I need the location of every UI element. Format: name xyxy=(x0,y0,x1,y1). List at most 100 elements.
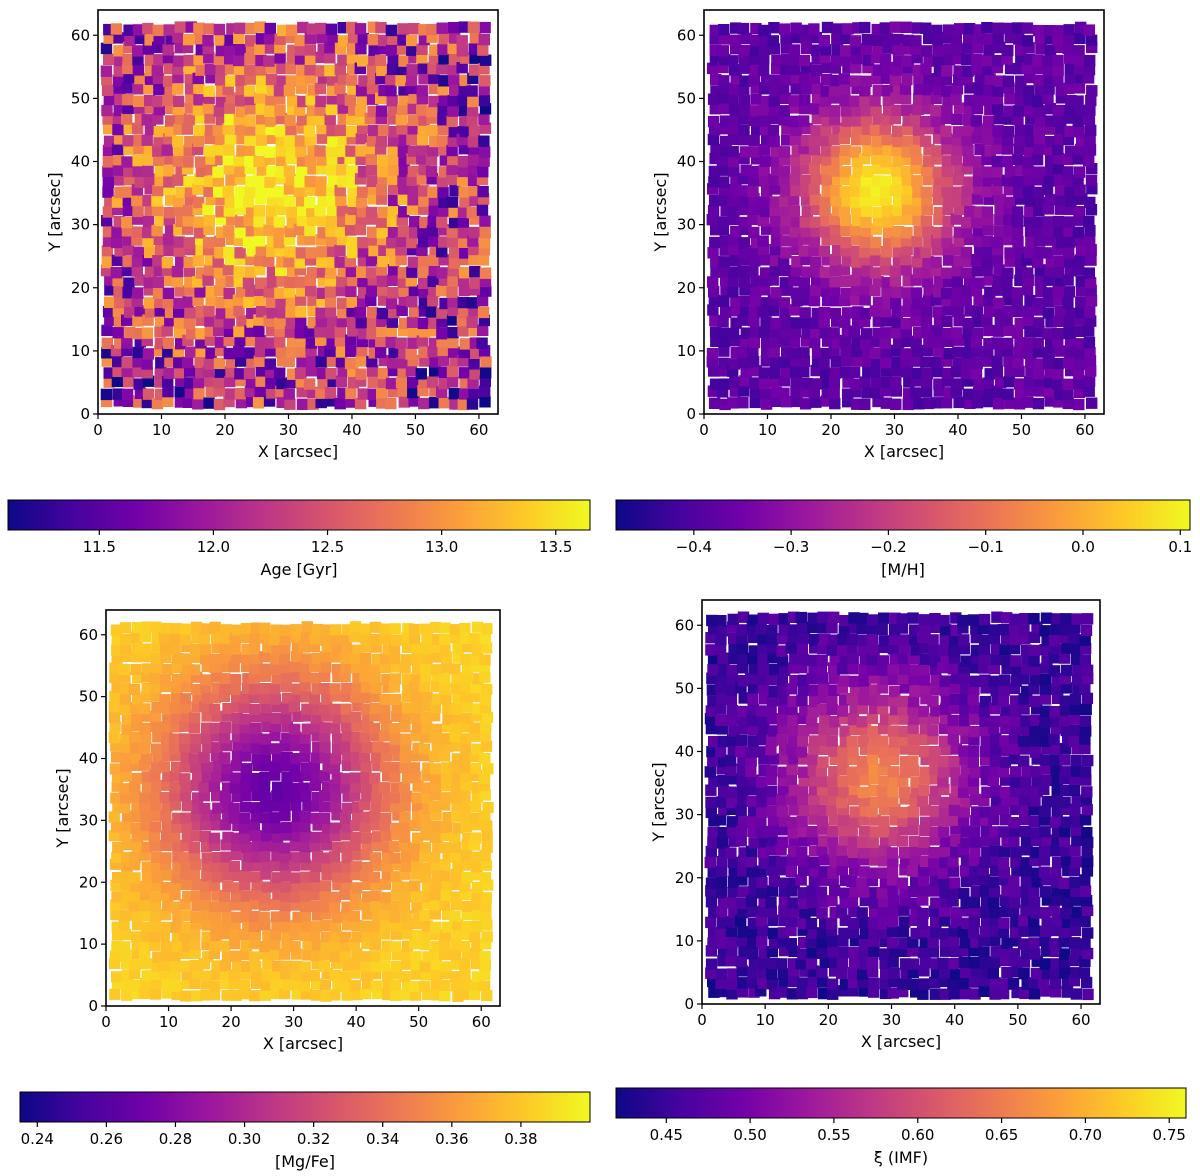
map-bin xyxy=(421,929,434,941)
x-tick-label: 40 xyxy=(347,1013,366,1031)
map-bin xyxy=(704,856,716,869)
map-bin xyxy=(1022,165,1034,178)
map-bin xyxy=(477,185,489,198)
map-bin xyxy=(345,387,357,400)
map-bin xyxy=(170,921,182,933)
map-bin xyxy=(346,52,359,64)
map-bin xyxy=(902,34,914,47)
map-bin xyxy=(808,743,820,755)
map-bin xyxy=(860,205,873,217)
imf-map xyxy=(704,611,1094,1001)
map-bin xyxy=(382,989,394,1001)
map-bin xyxy=(233,32,245,44)
map-bin xyxy=(909,113,922,125)
map-bin xyxy=(141,921,153,933)
map-bin xyxy=(295,195,308,207)
map-bin xyxy=(389,761,401,773)
map-bin xyxy=(476,204,489,216)
map-bin xyxy=(401,702,414,714)
map-bin xyxy=(298,641,310,653)
map-bin xyxy=(262,641,274,653)
map-bin xyxy=(709,54,722,66)
map-bin xyxy=(747,652,759,665)
map-bin xyxy=(780,205,792,217)
map-bin xyxy=(240,770,252,782)
map-bin xyxy=(1015,75,1027,87)
map-bin xyxy=(1052,336,1064,349)
map-bin xyxy=(390,900,402,912)
map-bin xyxy=(281,931,293,943)
map-bin xyxy=(912,204,925,216)
map-bin xyxy=(360,692,372,704)
map-bin xyxy=(441,921,453,933)
map-bin xyxy=(290,731,302,743)
map-bin xyxy=(181,41,194,54)
map-bin xyxy=(481,830,493,842)
map-bin xyxy=(716,154,729,166)
map-bin xyxy=(709,24,721,37)
map-bin xyxy=(121,225,134,237)
map-bin xyxy=(1064,184,1076,197)
map-bin xyxy=(836,967,848,979)
map-bin xyxy=(230,882,243,894)
map-bin xyxy=(837,935,849,947)
map-bin xyxy=(418,24,430,36)
map-bin xyxy=(815,665,828,677)
map-bin xyxy=(201,919,213,931)
map-bin xyxy=(1023,385,1036,397)
map-bin xyxy=(467,243,480,256)
map-bin xyxy=(286,24,298,36)
map-bin xyxy=(1084,54,1096,67)
map-bin xyxy=(200,722,213,734)
map-bin xyxy=(880,365,892,377)
map-bin xyxy=(368,691,381,703)
map-bin xyxy=(770,386,782,399)
map-bin xyxy=(345,285,357,297)
map-bin xyxy=(808,865,821,877)
map-bin xyxy=(308,693,321,705)
map-bin xyxy=(951,186,963,198)
map-bin xyxy=(953,396,965,409)
map-bin xyxy=(155,357,167,369)
map-bin xyxy=(971,327,984,339)
map-bin xyxy=(315,307,327,319)
map-bin xyxy=(259,812,271,824)
map-bin xyxy=(991,155,1004,168)
map-bin xyxy=(447,42,459,54)
map-bin xyxy=(348,938,361,950)
map-bin xyxy=(240,900,252,912)
map-bin xyxy=(306,355,318,367)
map-bin xyxy=(838,206,851,218)
map-bin xyxy=(727,876,739,888)
map-bin xyxy=(821,233,833,246)
map-bin xyxy=(169,770,181,782)
map-bin xyxy=(216,226,228,238)
map-bin xyxy=(796,694,808,706)
map-bin xyxy=(840,52,852,64)
map-bin xyxy=(325,23,338,35)
map-bin xyxy=(361,977,374,989)
map-bin xyxy=(113,395,125,407)
map-bin xyxy=(179,790,192,802)
map-bin xyxy=(110,879,122,891)
map-bin xyxy=(1062,274,1074,286)
map-bin xyxy=(193,388,205,400)
map-bin xyxy=(306,104,319,117)
map-bin xyxy=(360,849,372,861)
map-bin xyxy=(770,254,782,267)
map-bin xyxy=(354,397,367,410)
map-bin xyxy=(153,135,165,148)
map-bin xyxy=(179,720,191,732)
map-bin xyxy=(1055,122,1067,134)
colorbar-tick-label: −0.3 xyxy=(773,538,809,556)
map-bin xyxy=(717,61,729,74)
colorbar-tick-label: −0.1 xyxy=(967,538,1003,556)
map-bin xyxy=(269,693,282,705)
map-bin xyxy=(776,734,788,746)
map-bin xyxy=(366,175,378,187)
map-bin xyxy=(304,53,317,65)
map-bin xyxy=(790,72,803,84)
map-bin xyxy=(310,921,322,933)
map-bin xyxy=(319,634,331,646)
